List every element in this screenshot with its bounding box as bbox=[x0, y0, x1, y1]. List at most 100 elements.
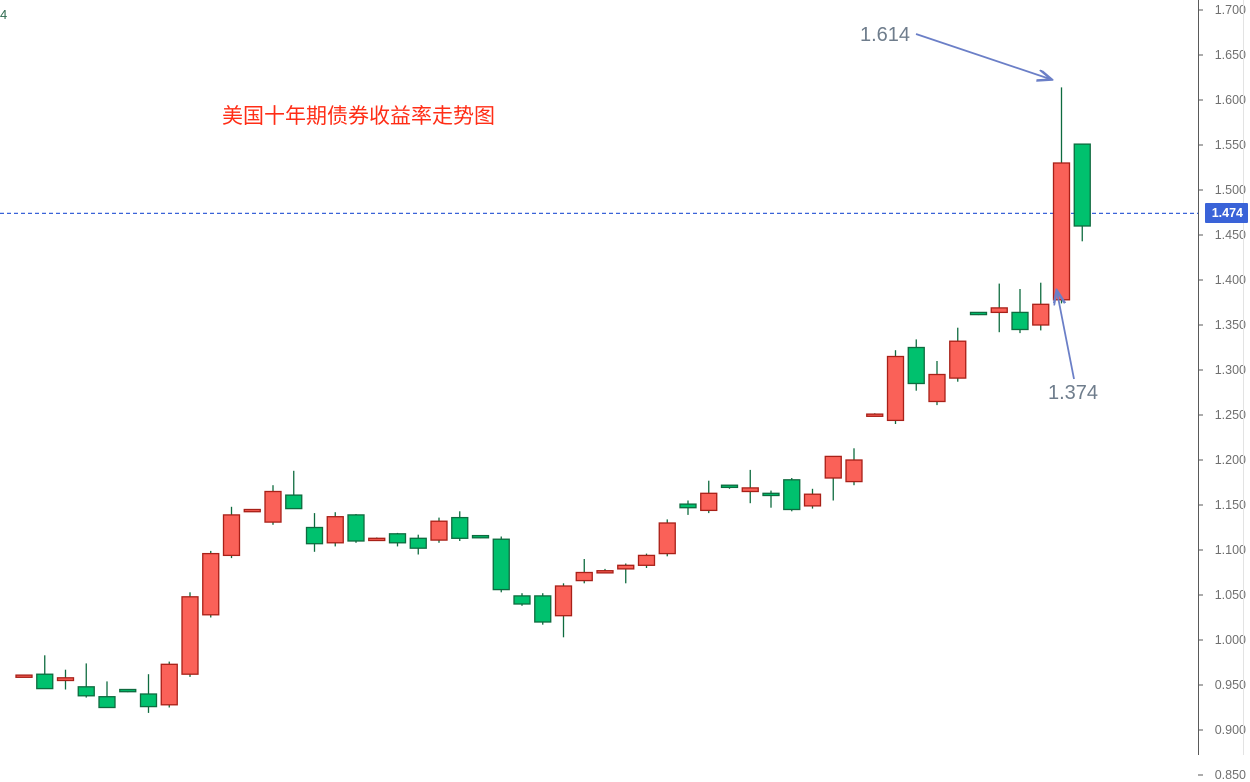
price-axis bbox=[1199, 0, 1250, 755]
candle-body bbox=[77, 686, 95, 697]
candlestick bbox=[409, 534, 427, 555]
candlestick bbox=[451, 511, 469, 541]
axis-tick-label: 1.300 bbox=[1214, 363, 1246, 377]
axis-tick-mark bbox=[1198, 639, 1203, 641]
candle-body bbox=[803, 493, 822, 507]
candlestick bbox=[741, 469, 759, 504]
candlestick bbox=[845, 448, 863, 486]
candle-body bbox=[305, 526, 324, 545]
candle-body bbox=[285, 494, 303, 510]
candle-body bbox=[637, 554, 656, 566]
candle-body bbox=[36, 673, 54, 690]
candlestick bbox=[658, 519, 676, 557]
candle-body bbox=[554, 585, 573, 617]
axis-tick-label: 1.100 bbox=[1214, 543, 1246, 557]
candlestick bbox=[56, 669, 75, 690]
candle-body bbox=[886, 355, 905, 422]
candlestick bbox=[928, 361, 946, 406]
candle-body bbox=[866, 413, 884, 417]
axis-tick-label: 1.450 bbox=[1214, 228, 1246, 242]
axis-tick-mark bbox=[1198, 99, 1203, 101]
candle-body bbox=[222, 514, 241, 557]
axis-tick-label: 0.950 bbox=[1214, 678, 1246, 692]
candlestick bbox=[886, 350, 905, 424]
axis-tick-label: 1.700 bbox=[1214, 3, 1246, 17]
current-price-badge[interactable]: 1.474 bbox=[1204, 203, 1248, 224]
candle-body bbox=[471, 534, 490, 539]
candlestick bbox=[1073, 143, 1091, 242]
candle-series bbox=[0, 87, 1205, 713]
axis-tick-label: 1.250 bbox=[1214, 408, 1246, 422]
candlestick bbox=[1032, 282, 1050, 331]
axis-tick-mark bbox=[1198, 414, 1203, 416]
candlestick bbox=[575, 559, 593, 584]
candlestick bbox=[202, 550, 220, 618]
axis-tick-label: 1.150 bbox=[1214, 498, 1246, 512]
axis-tick-mark bbox=[1198, 549, 1203, 551]
low-annotation-arrow bbox=[1057, 292, 1075, 380]
candle-body bbox=[347, 514, 365, 542]
candlestick bbox=[866, 413, 884, 417]
candlestick bbox=[368, 537, 386, 542]
candle-body bbox=[700, 492, 718, 512]
candle-body bbox=[513, 595, 531, 605]
axis-tick-mark bbox=[1198, 459, 1203, 461]
candlestick bbox=[720, 484, 739, 489]
candlestick bbox=[160, 661, 178, 708]
axis-tick-label: 1.050 bbox=[1214, 588, 1246, 602]
candlestick bbox=[762, 490, 780, 508]
candle-body bbox=[741, 487, 759, 493]
candlestick bbox=[1011, 289, 1029, 334]
axis-tick-label: 1.500 bbox=[1214, 183, 1246, 197]
axis-tick-mark bbox=[1198, 144, 1203, 146]
candlestick bbox=[492, 536, 510, 593]
axis-tick-label: 1.000 bbox=[1214, 633, 1246, 647]
candle-body bbox=[969, 311, 988, 316]
candlestick bbox=[554, 583, 573, 638]
candlestick bbox=[637, 553, 656, 568]
candlestick bbox=[326, 512, 344, 547]
axis-tick-mark bbox=[1198, 504, 1203, 506]
candlestick bbox=[513, 593, 531, 606]
candlestick bbox=[803, 488, 822, 509]
candle-body bbox=[824, 455, 842, 479]
axis-tick-mark bbox=[1198, 684, 1203, 686]
candlestick bbox=[264, 485, 282, 525]
candle-body bbox=[98, 696, 116, 709]
axis-tick-mark bbox=[1198, 9, 1203, 11]
axis-tick-mark bbox=[1198, 729, 1203, 731]
high-annotation-arrow bbox=[915, 33, 1050, 79]
axis-tick-label: 1.650 bbox=[1214, 48, 1246, 62]
candle-body bbox=[409, 537, 427, 549]
candlestick bbox=[15, 674, 33, 678]
candle-body bbox=[202, 552, 220, 616]
candlestick bbox=[285, 470, 303, 510]
candle-body bbox=[907, 346, 925, 385]
candle-body bbox=[990, 307, 1008, 314]
candle-body bbox=[326, 516, 344, 544]
candle-body bbox=[534, 595, 552, 623]
candlestick bbox=[700, 480, 718, 514]
candle-body bbox=[1011, 311, 1029, 331]
candlestick bbox=[119, 688, 137, 693]
candle-body bbox=[679, 503, 697, 509]
candlestick bbox=[783, 478, 801, 512]
axis-tick-label: 0.850 bbox=[1214, 768, 1246, 782]
candle-body bbox=[56, 677, 75, 682]
candle-body bbox=[762, 492, 780, 497]
candle-body bbox=[949, 340, 967, 379]
axis-tick-mark bbox=[1198, 234, 1203, 236]
axis-tick-mark bbox=[1198, 189, 1203, 191]
candlestick bbox=[949, 327, 967, 382]
axis-tick-mark bbox=[1198, 369, 1203, 371]
axis-tick-mark bbox=[1198, 324, 1203, 326]
axis-tick-label: 1.550 bbox=[1214, 138, 1246, 152]
candlestick bbox=[305, 513, 324, 552]
candle-body bbox=[658, 522, 676, 555]
candlestick bbox=[907, 339, 925, 391]
low-annotation-label: 1.374 bbox=[1048, 382, 1099, 404]
candlestick bbox=[596, 568, 614, 574]
candlestick bbox=[222, 506, 241, 559]
candlestick bbox=[990, 283, 1008, 333]
